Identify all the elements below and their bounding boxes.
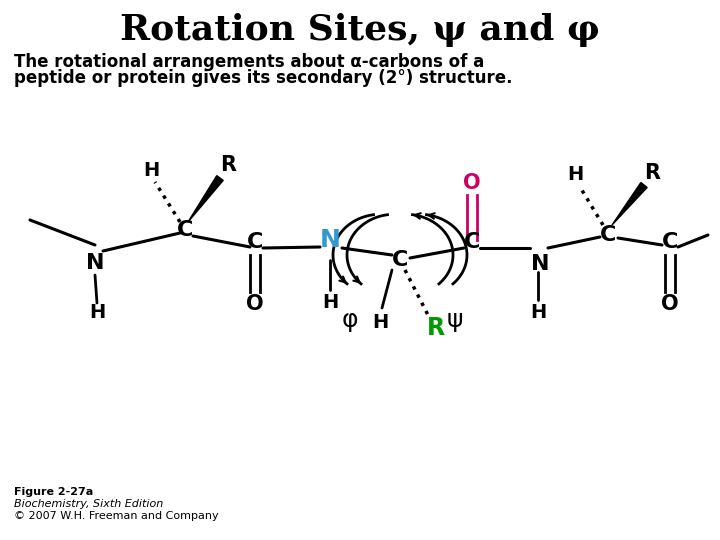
Text: O: O xyxy=(661,294,679,314)
Text: C: C xyxy=(464,232,480,252)
Text: Figure 2-27a: Figure 2-27a xyxy=(14,487,94,497)
Text: O: O xyxy=(246,294,264,314)
Polygon shape xyxy=(188,176,223,222)
Text: © 2007 W.H. Freeman and Company: © 2007 W.H. Freeman and Company xyxy=(14,511,219,521)
Text: N: N xyxy=(531,254,549,274)
Text: H: H xyxy=(372,313,388,332)
Text: The rotational arrangements about α-carbons of a: The rotational arrangements about α-carb… xyxy=(14,53,485,71)
Text: R: R xyxy=(220,155,236,175)
Text: N: N xyxy=(86,253,104,273)
Text: C: C xyxy=(247,232,264,252)
Text: O: O xyxy=(463,173,481,193)
Text: H: H xyxy=(530,302,546,321)
Text: C: C xyxy=(177,220,193,240)
Text: C: C xyxy=(600,225,616,245)
Text: ψ: ψ xyxy=(446,308,463,332)
Text: H: H xyxy=(567,165,583,185)
Text: Biochemistry, Sixth Edition: Biochemistry, Sixth Edition xyxy=(14,499,163,509)
Polygon shape xyxy=(612,183,647,225)
Text: φ: φ xyxy=(342,308,359,332)
Text: H: H xyxy=(89,303,105,322)
Text: R: R xyxy=(644,163,660,183)
Text: N: N xyxy=(320,228,341,252)
Text: R: R xyxy=(427,316,445,340)
Text: C: C xyxy=(392,250,408,270)
Text: H: H xyxy=(143,160,159,179)
Text: Rotation Sites, ψ and φ: Rotation Sites, ψ and φ xyxy=(120,13,600,47)
Text: C: C xyxy=(662,232,678,252)
Text: peptide or protein gives its secondary (2°) structure.: peptide or protein gives its secondary (… xyxy=(14,69,513,87)
Text: H: H xyxy=(322,293,338,312)
